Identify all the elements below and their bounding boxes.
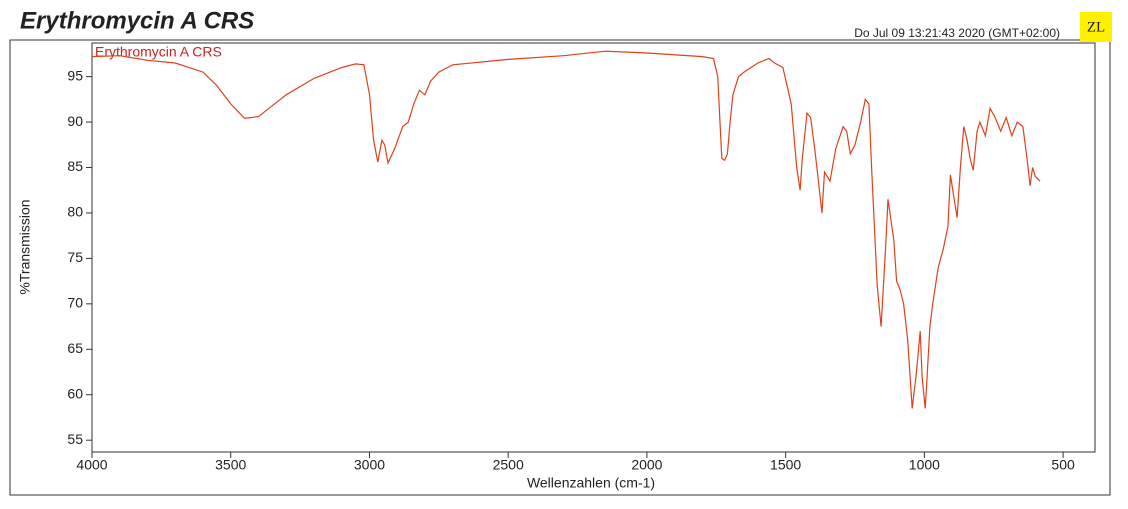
x-tick-label: 3000: [354, 457, 385, 473]
timestamp: Do Jul 09 13:21:43 2020 (GMT+02:00): [854, 26, 1060, 40]
y-tick-label: 60: [67, 385, 83, 401]
outer-frame: [9, 39, 1111, 496]
y-tick-label: 90: [67, 113, 83, 129]
x-tick-label: 1000: [909, 457, 940, 473]
y-tick-label: 65: [67, 340, 83, 356]
y-tick-label: 85: [67, 158, 83, 174]
x-tick-label: 4000: [76, 457, 107, 473]
y-tick-label: 55: [67, 431, 83, 447]
badge: ZL: [1087, 19, 1105, 35]
y-tick-label: 80: [67, 204, 83, 220]
x-tick-label: 2000: [631, 457, 662, 473]
x-tick-label: 500: [1051, 457, 1075, 473]
chart-title: Erythromycin A CRS: [20, 7, 254, 34]
x-tick-label: 1500: [770, 457, 801, 473]
y-tick-label: 95: [67, 67, 83, 83]
plot-frame: [91, 42, 1096, 453]
x-tick-label: 2500: [493, 457, 524, 473]
x-tick-label: 3500: [215, 457, 246, 473]
legend-label: Erythromycin A CRS: [95, 44, 222, 60]
y-tick-label: 70: [67, 295, 83, 311]
y-axis-label: %Transmission: [17, 199, 33, 294]
spectrum-line: [91, 50, 1041, 409]
y-tick-label: 75: [67, 249, 83, 265]
badge-box: [1080, 12, 1112, 42]
x-axis-label: Wellenzahlen (cm-1): [527, 475, 655, 491]
